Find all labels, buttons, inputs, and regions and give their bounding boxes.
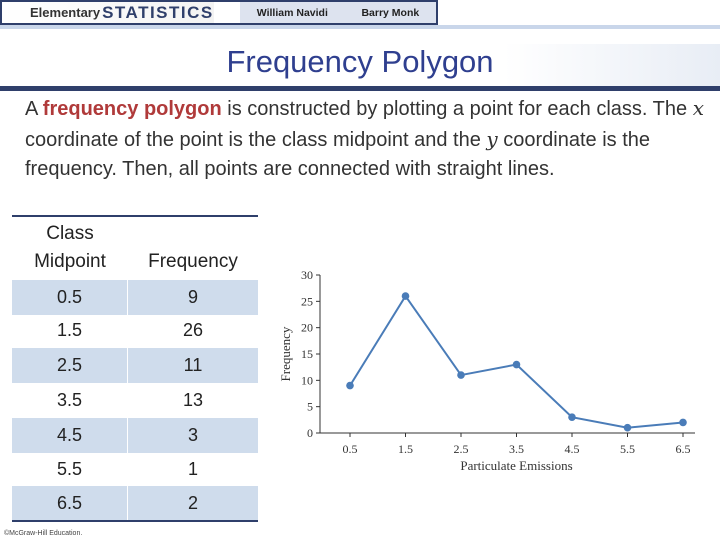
- y-tick-label: 25: [301, 294, 313, 308]
- y-axis-label: Frequency: [278, 326, 293, 381]
- midpoint-cell: 6.5: [12, 486, 128, 521]
- authors-box: William Navidi Barry Monk: [240, 2, 436, 23]
- midpoint-cell: 1.5: [12, 313, 128, 348]
- frequency-cell: 3: [187, 425, 198, 445]
- frequency-cell: 11: [183, 355, 203, 375]
- frequency-cell: 2: [187, 493, 198, 513]
- y-tick-label: 30: [301, 268, 313, 282]
- header-class-line1: Class: [46, 223, 94, 244]
- midpoint-cell: 2.5: [12, 348, 128, 383]
- frequency-polygon-chart: 0 5 10 15 20 25 30 0.5 1.5 2.5 3.5 4.5 5.5 6.5 Particu…: [278, 268, 695, 473]
- x-axis-label: Particulate Emissions: [460, 458, 572, 473]
- table-bottom-rule: [12, 520, 258, 522]
- para-part-c: coordinate of the point is the class mid…: [25, 128, 487, 151]
- table-row: 2.5 11: [12, 348, 258, 383]
- book-brand: Elementary STATISTICS: [2, 2, 214, 23]
- data-point: [512, 360, 521, 369]
- header-class-line2: Midpoint: [34, 251, 106, 272]
- data-point: [457, 371, 465, 379]
- table-row: 0.5 9: [12, 280, 258, 315]
- table-header: [12, 215, 258, 279]
- data-point: [401, 292, 410, 300]
- data-point: [679, 418, 687, 427]
- x-tick-label: 3.5: [509, 442, 524, 456]
- data-point: [568, 413, 576, 421]
- x-tick-label: 1.5: [398, 442, 413, 456]
- banner-stripe: [0, 25, 720, 29]
- y-tick-label: 5: [307, 400, 313, 414]
- para-part-a: A: [25, 98, 43, 120]
- midpoint-cell: 3.5: [12, 383, 128, 418]
- author-1: William Navidi: [256, 6, 328, 19]
- y-variable: y: [486, 126, 498, 151]
- y-tick-label: 0: [307, 426, 313, 440]
- copyright-text: ©McGraw-Hill Education.: [4, 530, 83, 537]
- x-tick-label: 2.5: [454, 442, 469, 456]
- y-tick-label: 15: [301, 347, 313, 361]
- data-point: [346, 381, 354, 390]
- data-point: [623, 423, 632, 432]
- title-band: [0, 44, 720, 86]
- publisher-banner: Elementary STATISTICS William Navidi Bar…: [0, 0, 438, 25]
- brand-big-text: STATISTICS: [102, 2, 214, 22]
- table-row: 6.5 2: [12, 486, 258, 521]
- x-tick-label: 5.5: [620, 442, 635, 456]
- slide-title: Frequency Polygon: [226, 44, 494, 79]
- midpoint-cell: 4.5: [12, 418, 128, 453]
- author-2: Barry Monk: [361, 6, 420, 19]
- x-tick-label: 0.5: [343, 442, 358, 456]
- para-part-b: is constructed by plotting a point for e…: [221, 98, 693, 120]
- x-variable: x: [692, 96, 704, 120]
- frequency-cell: 13: [182, 390, 204, 410]
- x-tick-label: 4.5: [565, 442, 580, 456]
- midpoint-cell: 5.5: [12, 452, 128, 487]
- y-tick-label: 20: [301, 321, 313, 335]
- frequency-cell: 1: [187, 459, 198, 479]
- table-row: 5.5 1: [12, 452, 258, 487]
- header-frequency: Frequency: [148, 251, 238, 272]
- definition-paragraph: A frequency polygon is constructed by pl…: [25, 94, 705, 185]
- frequency-cell: 9: [187, 287, 198, 307]
- brand-small-text: Elementary: [30, 5, 101, 20]
- midpoint-cell: 0.5: [12, 280, 128, 315]
- table-row: 1.5 26: [12, 313, 258, 348]
- para-part-d: coordinate is the frequency. Then, all p…: [25, 128, 651, 181]
- header-class-midpoint: Class Midpoint: [12, 220, 128, 276]
- title-rule: [0, 86, 720, 91]
- frequency-cell: 26: [182, 320, 204, 340]
- x-tick-label: 6.5: [676, 442, 691, 456]
- highlight-term: frequency polygon: [42, 98, 222, 120]
- table-row: 3.5 13: [12, 383, 258, 418]
- y-tick-label: 10: [301, 373, 313, 387]
- table-row: 4.5 3: [12, 418, 258, 453]
